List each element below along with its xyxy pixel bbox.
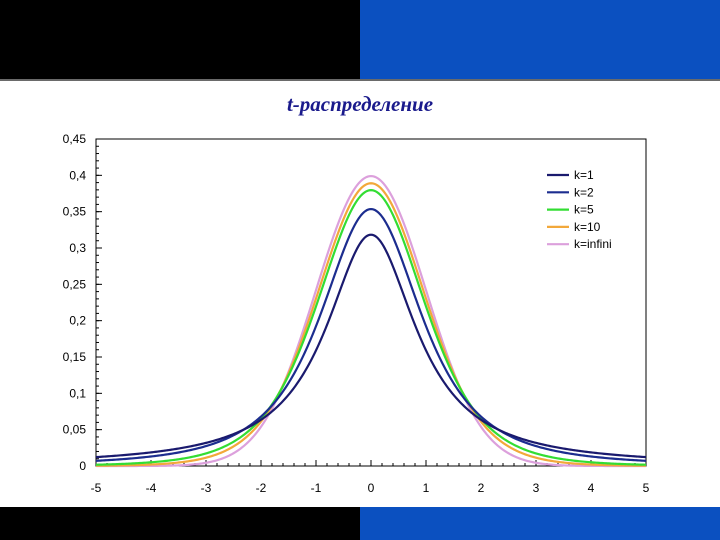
footer-blue-block: [360, 507, 720, 540]
series-line-k-10: [95, 182, 647, 467]
footer-black-block: [0, 507, 360, 540]
y-tick-label: 0,3: [69, 241, 86, 255]
x-tick-label: -4: [146, 481, 157, 495]
series-line-k-infini: [96, 174, 646, 468]
plot-frame: [95, 138, 647, 467]
y-tick-label: 0,4: [69, 168, 86, 182]
series-line-k-1: [95, 233, 647, 459]
x-tick-label: -2: [256, 481, 267, 495]
y-tick-label: 0,05: [63, 423, 87, 437]
x-tick-label: 5: [643, 481, 650, 495]
x-tick-label: 4: [588, 481, 595, 495]
chart-title: t-распределение: [286, 92, 434, 116]
y-tick-label: 0: [79, 459, 86, 473]
y-tick-label: 0,15: [63, 350, 87, 364]
legend-label: k=10: [574, 220, 601, 234]
x-tick-label: 1: [423, 481, 430, 495]
x-tick-label: 0: [368, 481, 375, 495]
chart-legend: k=1 k=2 k=5 k=10 k=infini: [547, 168, 612, 251]
legend-label: k=infini: [574, 237, 612, 251]
header-black-block: [0, 0, 360, 80]
y-tick-label: 0,35: [63, 205, 87, 219]
y-tick-label: 0,1: [69, 386, 86, 400]
header-divider: [0, 79, 720, 81]
series-line-k-2: [95, 207, 647, 462]
y-tick-label: 0,25: [63, 277, 87, 291]
header-band: [0, 0, 720, 80]
series-line-k-5: [95, 189, 647, 466]
y-tick-label: 0,2: [69, 314, 86, 328]
chart-axes: 0 0,05 0,1 0,15 0,2 0,25 0,3 0,35 0,4 0,45 -5 -4 -3 -…: [63, 132, 650, 495]
legend-label: k=2: [574, 185, 594, 199]
header-blue-block: [360, 0, 720, 80]
x-tick-label: -3: [201, 481, 212, 495]
legend-label: k=1: [574, 168, 594, 182]
x-tick-label: -5: [91, 481, 102, 495]
footer-band: [0, 507, 720, 540]
legend-label: k=5: [574, 203, 594, 217]
y-tick-label: 0,45: [63, 132, 87, 146]
x-tick-label: 2: [478, 481, 485, 495]
x-tick-label: -1: [311, 481, 322, 495]
chart-curves: [95, 174, 647, 468]
x-tick-label: 3: [533, 481, 540, 495]
